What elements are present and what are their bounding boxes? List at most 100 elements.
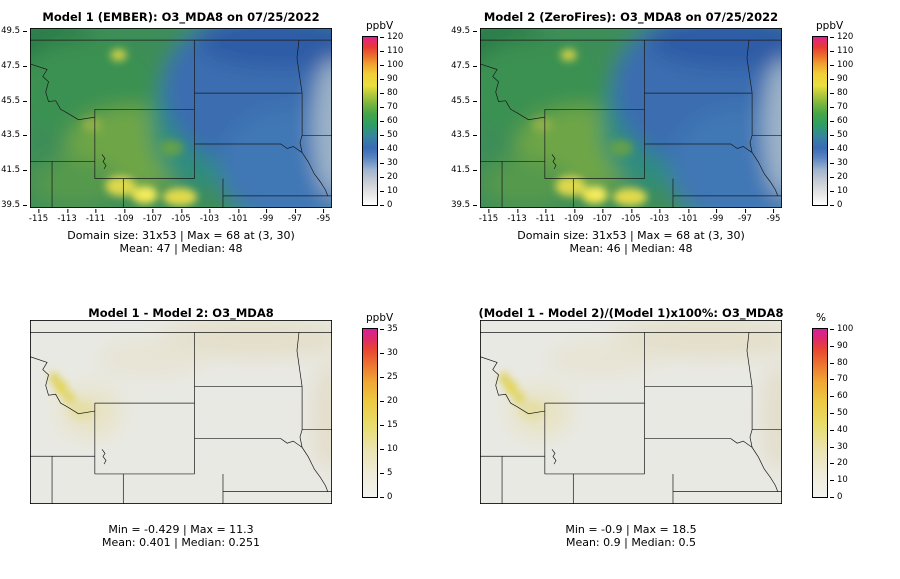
caption-line2: Mean: 0.9 | Median: 0.5 <box>565 535 697 549</box>
colorbar-tick-label: 10 <box>380 444 398 454</box>
heatmap-model1 <box>30 28 332 208</box>
colorbar-tick-label: 70 <box>380 102 398 112</box>
y-tick-label: 41.5 <box>451 164 477 175</box>
map-container-difference <box>30 320 332 504</box>
colorbar-tick-label: 60 <box>830 391 848 402</box>
colorbar-tick-label: 0 <box>379 200 393 210</box>
colorbar-difference: ppbV 0 5 10 15 20 25 30 35 <box>360 312 448 504</box>
colorbar-unit-label: ppbV <box>366 312 394 324</box>
x-tick-label: -109 <box>564 209 584 224</box>
colorbar-tick-label: 80 <box>380 88 398 98</box>
x-tick-label: -115 <box>478 209 499 224</box>
y-axis-latitude: 49.5 47.5 45.5 43.5 41.5 39.5 <box>0 26 28 210</box>
colorbar-gradient <box>362 328 378 498</box>
x-tick-label: -113 <box>507 209 527 224</box>
colorbar-tick-label: 120 <box>379 32 404 42</box>
stats-caption-difference: Min = -0.429 | Max = 11.3 Mean: 0.401 | … <box>28 523 334 549</box>
y-tick-label: 43.5 <box>1 130 27 141</box>
colorbar-tick-label: 50 <box>830 130 848 140</box>
colorbar-tick-label: 100 <box>829 60 854 70</box>
colorbar-tick-label: 70 <box>830 374 848 385</box>
colorbar-tick-label: 60 <box>830 116 848 126</box>
colorbar-unit-label: ppbV <box>816 20 844 32</box>
colorbar-tick-label: 5 <box>379 468 393 478</box>
colorbar-tick-label: 80 <box>830 357 848 368</box>
x-tick-label: -111 <box>85 209 106 224</box>
map-frame <box>30 28 332 208</box>
caption-line1: Domain size: 31x53 | Max = 68 at (3, 30) <box>67 229 295 242</box>
colorbar-tick-label: 110 <box>829 46 854 56</box>
x-tick-label: -109 <box>114 209 134 224</box>
stats-caption-model2: Domain size: 31x53 | Max = 68 at (3, 30)… <box>478 229 784 255</box>
stats-caption-model1: Domain size: 31x53 | Max = 68 at (3, 30)… <box>28 229 334 255</box>
colorbar-tick-label: 30 <box>380 348 398 358</box>
map-container-percent-difference <box>480 320 782 504</box>
colorbar-percent-difference: % 0 10 20 30 40 50 60 70 80 90 100 <box>810 312 898 504</box>
x-tick-label: -103 <box>649 209 670 224</box>
colorbar-tick-label: 10 <box>380 186 398 196</box>
colorbar-tick-label: 30 <box>830 158 848 168</box>
caption-line2: Mean: 47 | Median: 48 <box>119 241 243 255</box>
colorbar-tick-label: 10 <box>830 186 848 196</box>
colorbar-tick-label: 100 <box>379 60 404 70</box>
y-tick-label: 47.5 <box>451 61 477 72</box>
colorbar-tick-label: 40 <box>830 424 848 435</box>
y-tick-label: 49.5 <box>1 26 27 37</box>
colorbar-tick-label: 10 <box>830 475 848 486</box>
x-tick-label: -97 <box>738 209 752 224</box>
colorbar-tick-label: 50 <box>830 408 848 418</box>
caption-line1: Domain size: 31x53 | Max = 68 at (3, 30) <box>517 229 745 242</box>
colorbar-tick-label: 0 <box>829 200 843 210</box>
colorbar-tick-label: 20 <box>830 458 848 469</box>
x-tick-label: -101 <box>228 209 248 224</box>
x-tick-label: -107 <box>592 209 613 224</box>
colorbar-gradient <box>812 36 828 206</box>
colorbar-tick-label: 50 <box>380 130 398 140</box>
heatmap-model2 <box>480 28 782 208</box>
y-tick-label: 49.5 <box>451 26 477 37</box>
map-container-model2 <box>480 28 782 208</box>
colorbar-gradient <box>812 328 828 498</box>
colorbar-gradient <box>362 36 378 206</box>
colorbar-tick-label: 40 <box>380 144 398 154</box>
colorbar-tick-label: 15 <box>380 420 398 430</box>
colorbar-tick-label: 70 <box>830 102 848 112</box>
x-tick-label: -107 <box>142 209 163 224</box>
colorbar-tick-label: 40 <box>830 144 848 154</box>
caption-line2: Mean: 0.401 | Median: 0.251 <box>101 535 261 549</box>
colorbar-tick-label: 90 <box>380 74 398 84</box>
colorbar-tick-label: 90 <box>830 74 848 84</box>
x-tick-label: -97 <box>288 209 302 224</box>
colorbar-tick-label: 90 <box>830 340 848 351</box>
panel-title-percent-difference: (Model 1 - Model 2)/(Model 1)x100%: O3_M… <box>478 306 784 320</box>
colorbar-tick-label: 30 <box>380 158 398 168</box>
map-container-model1 <box>30 28 332 208</box>
colorbar-tick-label: 0 <box>829 492 843 502</box>
map-frame <box>480 28 782 208</box>
caption-line2: Mean: 46 | Median: 48 <box>569 241 693 255</box>
colorbar-tick-label: 35 <box>380 324 398 334</box>
caption-line1: Min = -0.9 | Max = 18.5 <box>565 523 697 536</box>
colorbar-tick-label: 20 <box>380 396 398 406</box>
colorbar-tick-label: 0 <box>379 492 393 502</box>
x-tick-label: -99 <box>709 209 724 224</box>
x-axis-longitude: -115 -113 -111 -109 -107 -105 -103 -101 -99 -97 -9… <box>29 208 332 224</box>
panel-model2: Model 2 (ZeroFires): O3_MDA8 on 07/25/20… <box>450 2 900 291</box>
colorbar-tick-label: 20 <box>380 172 398 182</box>
x-tick-label: -111 <box>535 209 556 224</box>
x-tick-label: -103 <box>199 209 220 224</box>
heatmap-percent-difference <box>480 320 782 504</box>
panel-title-model1: Model 1 (EMBER): O3_MDA8 on 07/25/2022 <box>42 10 320 24</box>
y-axis-latitude: 49.5 47.5 45.5 43.5 41.5 39.5 <box>450 26 478 210</box>
map-frame <box>480 320 782 504</box>
y-tick-label: 47.5 <box>1 61 27 72</box>
x-tick-label: -105 <box>171 209 191 224</box>
y-tick-label: 41.5 <box>1 164 27 175</box>
colorbar-tick-label: 100 <box>829 324 854 334</box>
y-tick-label: 39.5 <box>451 199 477 210</box>
x-tick-label: -105 <box>621 209 641 224</box>
x-tick-label: -95 <box>316 209 331 224</box>
colorbar-tick-label: 25 <box>380 372 398 382</box>
colorbar-unit-label: ppbV <box>366 20 394 32</box>
